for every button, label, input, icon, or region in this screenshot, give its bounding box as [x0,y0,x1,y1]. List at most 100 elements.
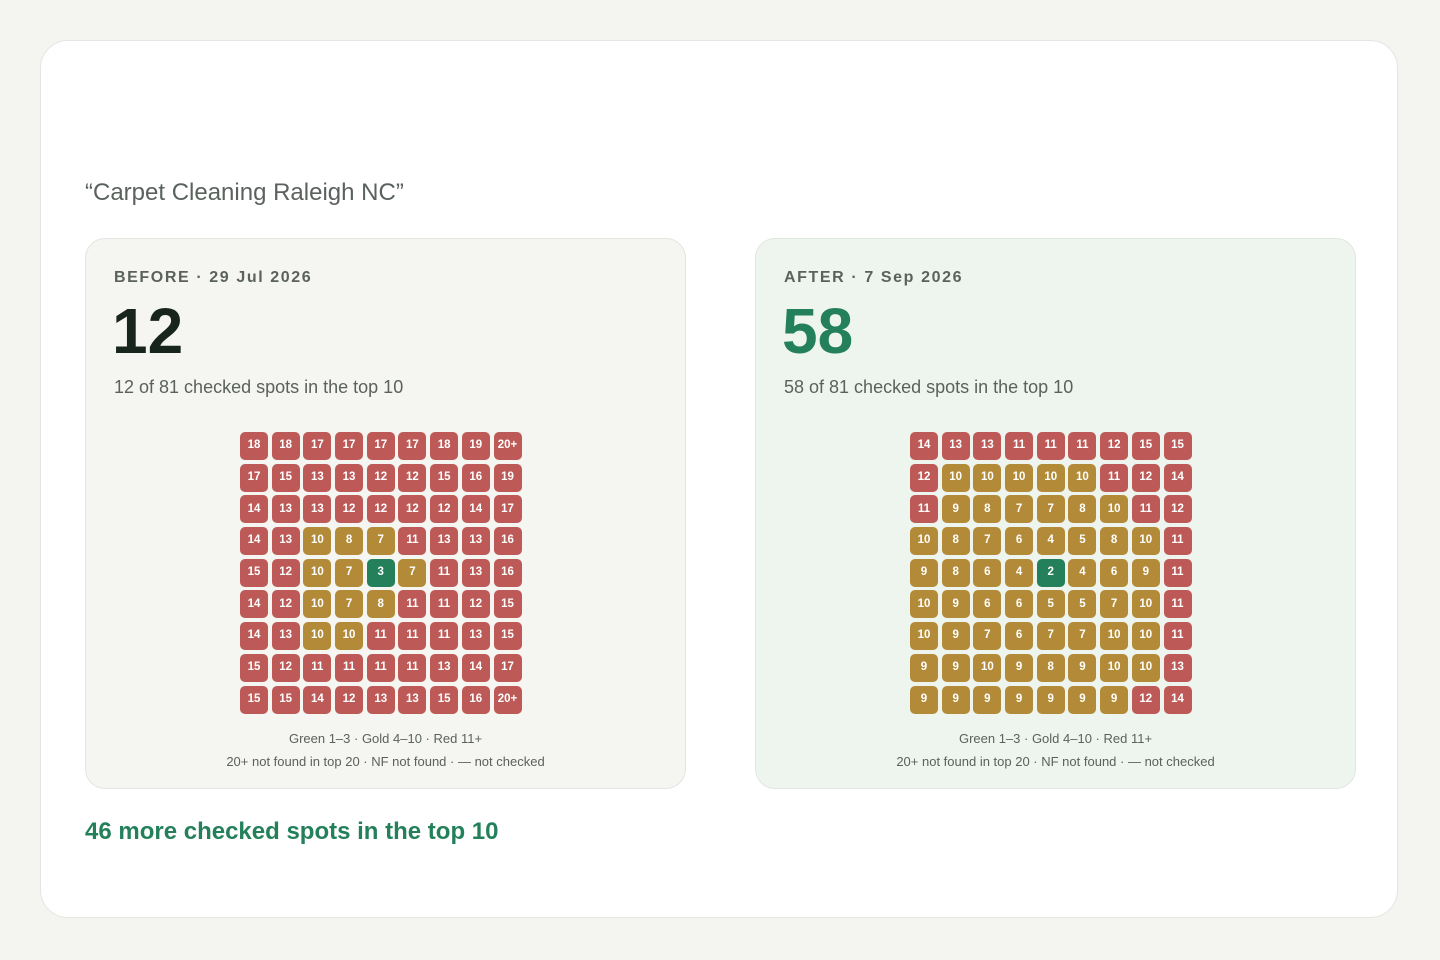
rank-cell: 9 [1068,685,1097,714]
rank-cell: 7 [335,590,364,619]
rank-cell: 11 [1163,558,1192,587]
rank-cell: 11 [366,622,395,651]
rank-cell: 6 [973,558,1002,587]
rank-cell: 15 [271,463,300,492]
rank-cell: 10 [1131,527,1160,556]
rank-cell: 10 [910,590,938,619]
rank-cell: 9 [941,622,970,651]
rank-cell: 12 [366,495,395,524]
rank-cell: 11 [1100,463,1129,492]
rank-cell: 13 [430,653,459,682]
rank-cell: 9 [910,558,938,587]
rank-cell: 14 [1163,685,1192,714]
rank-cell: 7 [1005,495,1034,524]
before-rank-grid: 18 18 17 17 17 17 18 19 20+ 17 15 13 13 12 12 15 16 19 14 1… [240,432,526,714]
rank-cell: 9 [941,685,970,714]
rank-cell: 10 [1068,463,1097,492]
rank-cell: 11 [1068,432,1097,460]
rank-cell: 14 [240,622,268,651]
rank-cell: 4 [1005,558,1034,587]
rank-cell: 19 [493,463,522,492]
rank-cell: 10 [973,463,1002,492]
rank-cell: 9 [973,685,1002,714]
rank-cell: 12 [910,463,938,492]
rank-cell: 13 [271,622,300,651]
rank-cell: 10 [941,463,970,492]
rank-cell: 16 [461,685,490,714]
rank-cell: 15 [240,653,268,682]
rank-cell: 8 [941,558,970,587]
rank-cell: 9 [910,653,938,682]
rank-cell: 17 [335,432,364,460]
before-label: BEFORE · 29 Jul 2026 [114,269,313,286]
rank-cell: 7 [1068,622,1097,651]
rank-cell: 7 [973,527,1002,556]
rank-cell: 20+ [493,685,522,714]
after-subtitle: 58 of 81 checked spots in the top 10 [784,377,1074,397]
rank-cell: 10 [910,622,938,651]
rank-cell: 14 [910,432,938,460]
rank-cell: 6 [1005,590,1034,619]
rank-cell: 9 [941,653,970,682]
rank-cell: 12 [398,495,427,524]
rank-cell: 17 [240,463,268,492]
rank-cell: 6 [1005,527,1034,556]
rank-cell: 12 [271,558,300,587]
rank-cell: 13 [303,463,332,492]
rank-cell: 11 [398,590,427,619]
before-count: 12 [112,295,184,367]
rank-cell: 3 [366,558,395,587]
rank-cell: 11 [398,653,427,682]
keyword-title: “Carpet Cleaning Raleigh NC” [85,179,404,206]
rank-cell: 12 [1163,495,1192,524]
rank-cell: 10 [1100,622,1129,651]
rank-cell: 14 [240,495,268,524]
rank-cell: 12 [335,685,364,714]
rank-cell: 10 [1131,590,1160,619]
rank-cell: 5 [1036,590,1065,619]
rank-cell: 10 [303,590,332,619]
rank-cell: 10 [1100,495,1129,524]
rank-cell: 15 [493,590,522,619]
rank-cell: 11 [1005,432,1034,460]
rank-cell: 7 [1036,622,1065,651]
rank-cell: 11 [335,653,364,682]
rank-cell: 16 [493,527,522,556]
rank-cell: 11 [430,622,459,651]
rank-cell: 15 [240,685,268,714]
rank-cell: 12 [271,653,300,682]
rank-cell: 8 [941,527,970,556]
rank-cell: 8 [1036,653,1065,682]
rank-cell: 11 [398,527,427,556]
rank-cell: 17 [398,432,427,460]
rank-cell: 17 [303,432,332,460]
rank-cell: 12 [461,590,490,619]
rank-cell: 14 [461,653,490,682]
rank-cell: 12 [1131,463,1160,492]
rank-cell: 8 [366,590,395,619]
rank-cell: 17 [493,653,522,682]
rank-cell: 13 [430,527,459,556]
after-label: AFTER · 7 Sep 2026 [784,269,964,286]
rank-cell: 9 [1100,685,1129,714]
rank-cell: 13 [941,432,970,460]
rank-cell: 16 [461,463,490,492]
rank-cell: 14 [240,527,268,556]
rank-cell: 11 [910,495,938,524]
rank-cell: 6 [973,590,1002,619]
rank-cell: 13 [335,463,364,492]
rank-cell: 17 [366,432,395,460]
rank-cell: 10 [1131,653,1160,682]
rank-cell: 8 [1100,527,1129,556]
rank-cell: 12 [271,590,300,619]
before-subtitle: 12 of 81 checked spots in the top 10 [114,377,404,397]
rank-cell: 9 [1036,685,1065,714]
rank-cell: 14 [303,685,332,714]
rank-cell: 11 [430,558,459,587]
after-legend-notes: 20+ not found in top 20 · NF not found ·… [896,754,1215,769]
rank-cell: 9 [1068,653,1097,682]
rank-cell: 5 [1068,527,1097,556]
rank-cell: 11 [430,590,459,619]
rank-cell: 15 [1163,432,1192,460]
rank-cell: 14 [240,590,268,619]
